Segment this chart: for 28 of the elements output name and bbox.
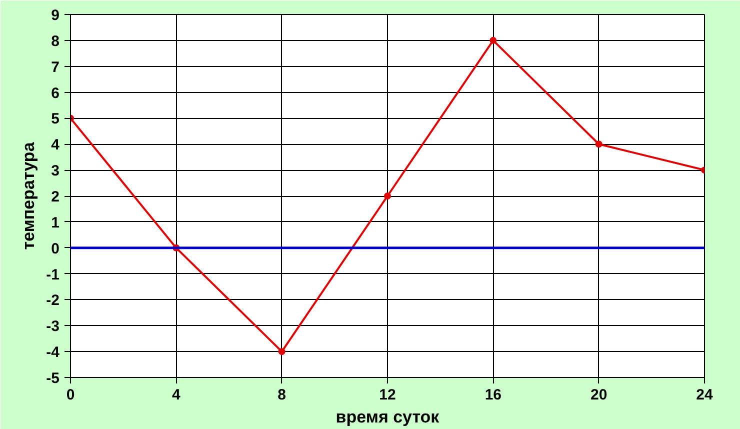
x-tick-label: 0 bbox=[66, 386, 75, 404]
y-tick-label: -2 bbox=[46, 292, 60, 310]
y-tick-label: -3 bbox=[46, 318, 60, 336]
y-tick-label: 9 bbox=[51, 7, 60, 24]
x-tick-label: 16 bbox=[484, 386, 502, 404]
y-tick-label: 6 bbox=[51, 84, 60, 102]
y-tick-label: 1 bbox=[51, 214, 60, 232]
x-tick-label: 24 bbox=[696, 386, 714, 404]
y-tick-label: 3 bbox=[51, 162, 60, 180]
x-tick-label: 20 bbox=[590, 386, 608, 404]
y-tick-label: 2 bbox=[51, 188, 60, 206]
y-tick-label: -4 bbox=[46, 344, 60, 362]
y-tick-label: 0 bbox=[51, 240, 60, 258]
y-axis-title: температура bbox=[19, 142, 38, 250]
point bbox=[595, 140, 602, 148]
point bbox=[490, 36, 497, 44]
y-tick-label: 8 bbox=[51, 32, 60, 50]
y-tick-label: 4 bbox=[51, 136, 60, 154]
point bbox=[384, 192, 391, 200]
y-tick-label: 5 bbox=[51, 110, 60, 128]
y-tick-label: -5 bbox=[46, 370, 60, 387]
x-tick-label: 4 bbox=[172, 386, 181, 404]
x-tick-label: 12 bbox=[379, 386, 396, 404]
y-tick-label: -1 bbox=[46, 266, 60, 284]
x-tick-label: 8 bbox=[278, 386, 286, 404]
y-tick-label: 7 bbox=[51, 58, 60, 76]
point bbox=[278, 348, 286, 356]
x-axis-title: время суток bbox=[336, 408, 440, 426]
